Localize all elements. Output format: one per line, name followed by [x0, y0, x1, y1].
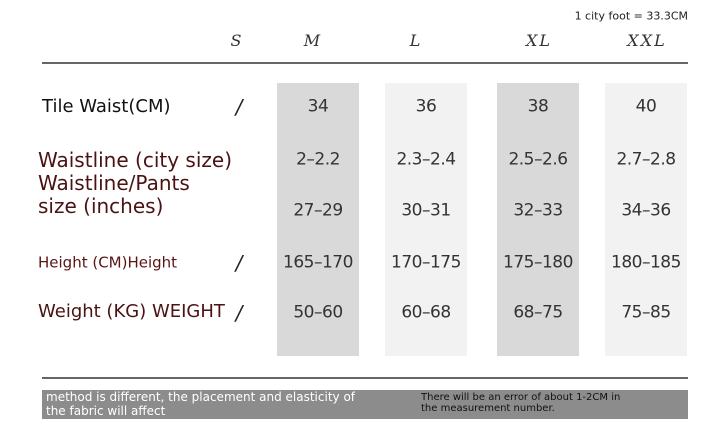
size-cell: 2.3–2.4 — [396, 149, 456, 170]
size-cell: 165–170 — [283, 252, 353, 273]
size-cell: 180–185 — [611, 252, 681, 273]
size-cell: 34–36 — [621, 200, 671, 221]
column-band — [385, 83, 467, 356]
unit-note: 1 city foot = 33.3CM — [574, 9, 688, 23]
size-cell: 68–75 — [513, 302, 563, 323]
size-cell: 40 — [635, 96, 657, 117]
column-header: XXL — [627, 31, 667, 50]
footer-note: the fabric will affect — [46, 404, 166, 418]
size-cell: 2.7–2.8 — [616, 149, 676, 170]
size-cell: 27–29 — [293, 200, 343, 221]
size-s-cell: / — [235, 251, 243, 275]
size-cell: 34 — [307, 96, 329, 117]
column-band — [605, 83, 687, 356]
row-label: Waistline/Pants — [38, 171, 190, 195]
row-label: size (inches) — [38, 194, 164, 218]
footer-note: the measurement number. — [421, 403, 555, 414]
footer-note: There will be an error of about 1-2CM in — [421, 392, 621, 403]
size-cell: 30–31 — [401, 200, 451, 221]
column-header: S — [230, 31, 244, 50]
size-cell: 170–175 — [391, 252, 461, 273]
column-header: XL — [525, 31, 553, 50]
row-label: Waistline (city size) — [38, 148, 232, 172]
column-band — [277, 83, 359, 356]
column-band — [497, 83, 579, 356]
footer-rule — [42, 377, 688, 379]
size-s-cell: / — [235, 95, 243, 119]
column-header: M — [303, 31, 323, 50]
size-cell: 60–68 — [401, 302, 451, 323]
header-rule — [42, 62, 688, 64]
size-cell: 175–180 — [503, 252, 573, 273]
size-cell: 2.5–2.6 — [508, 149, 568, 170]
footer-note: method is different, the placement and e… — [46, 390, 356, 404]
column-header: L — [409, 31, 423, 50]
size-cell: 75–85 — [621, 302, 671, 323]
size-cell: 36 — [415, 96, 437, 117]
row-label: Height (CM)Height — [38, 253, 178, 272]
row-label: Tile Waist(CM) — [42, 96, 171, 117]
size-cell: 2–2.2 — [296, 149, 340, 170]
size-cell: 32–33 — [513, 200, 563, 221]
size-cell: 50–60 — [293, 302, 343, 323]
size-cell: 38 — [527, 96, 549, 117]
footer-band — [42, 390, 688, 419]
size-s-cell: / — [235, 301, 243, 325]
row-label: Weight (KG) WEIGHT — [38, 301, 225, 322]
